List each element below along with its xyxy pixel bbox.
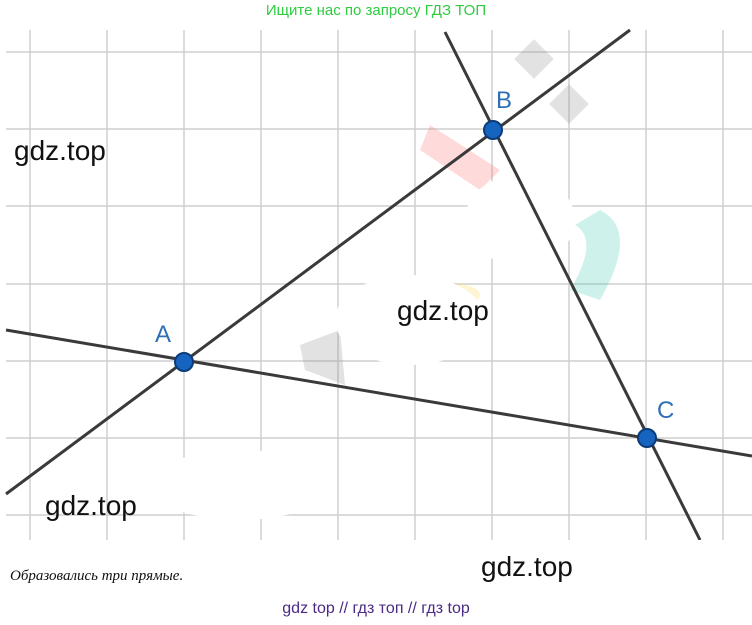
top-banner: Ищите нас по запросу ГДЗ ТОП: [265, 2, 487, 19]
watermark-text: gdz.top: [481, 551, 573, 582]
line-bc: [443, 31, 702, 540]
point-c: [637, 428, 657, 448]
caption: Образовались три прямые.: [10, 568, 184, 584]
footer-links: gdz top // гдз топ // гдз top: [282, 600, 470, 617]
label-c: C: [657, 397, 674, 424]
grid: [6, 30, 752, 540]
watermark-text: gdz.top: [14, 135, 106, 166]
watermark-text: gdz.top: [45, 490, 137, 521]
geometry-figure: A B C: [5, 28, 752, 540]
watermark-blobs: [150, 175, 575, 520]
line-ac: [5, 328, 752, 458]
label-b: B: [496, 87, 512, 114]
line-ab: [5, 28, 631, 496]
lines: [5, 28, 752, 540]
watermark-text: gdz.top: [397, 295, 489, 326]
label-a: A: [155, 321, 171, 348]
point-a: [174, 352, 194, 372]
point-b: [483, 120, 503, 140]
points: [174, 120, 657, 448]
